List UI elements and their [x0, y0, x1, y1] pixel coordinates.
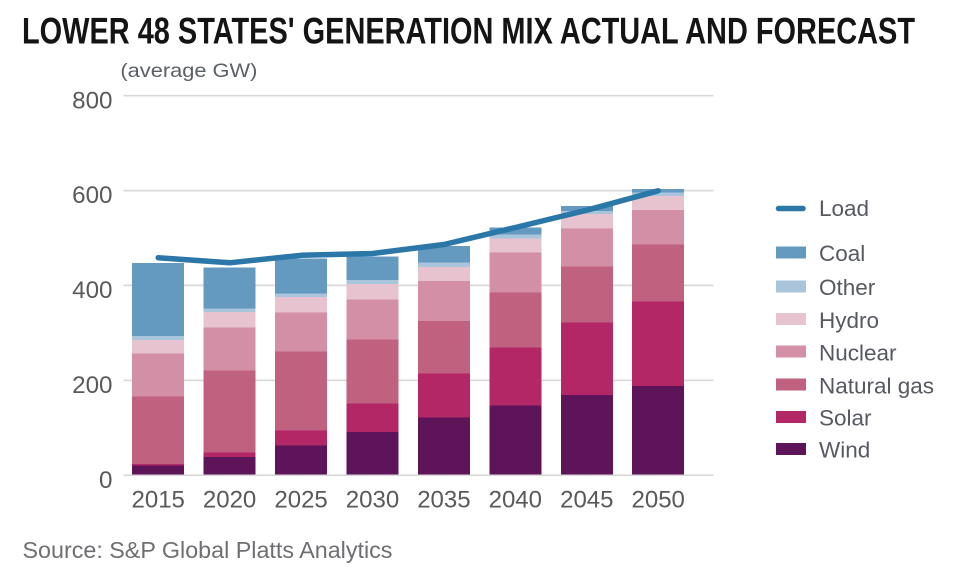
svg-text:2015: 2015: [132, 487, 185, 514]
svg-text:2030: 2030: [346, 487, 399, 514]
svg-text:2035: 2035: [417, 487, 470, 514]
svg-text:LOWER 48 STATES' GENERATION MI: LOWER 48 STATES' GENERATION MIX ACTUAL A…: [22, 11, 915, 52]
svg-text:400: 400: [72, 277, 112, 304]
svg-text:800: 800: [72, 87, 112, 114]
svg-text:Coal: Coal: [819, 241, 865, 266]
svg-text:200: 200: [72, 372, 112, 399]
svg-text:Hydro: Hydro: [819, 308, 879, 333]
svg-text:Nuclear: Nuclear: [819, 340, 897, 365]
svg-text:Natural gas: Natural gas: [819, 373, 934, 398]
svg-text:2050: 2050: [632, 487, 685, 514]
svg-text:0: 0: [99, 467, 112, 494]
svg-text:2020: 2020: [203, 487, 256, 514]
svg-text:2025: 2025: [274, 487, 327, 514]
svg-text:2040: 2040: [489, 487, 542, 514]
svg-text:Solar: Solar: [819, 406, 872, 431]
svg-text:(average GW): (average GW): [120, 60, 257, 82]
svg-text:Wind: Wind: [819, 438, 870, 463]
svg-text:Other: Other: [819, 275, 876, 300]
svg-text:Load: Load: [819, 196, 869, 221]
svg-text:Source: S&P Global Platts Anal: Source: S&P Global Platts Analytics: [23, 537, 393, 563]
svg-text:600: 600: [72, 182, 112, 209]
svg-text:2045: 2045: [560, 487, 613, 514]
